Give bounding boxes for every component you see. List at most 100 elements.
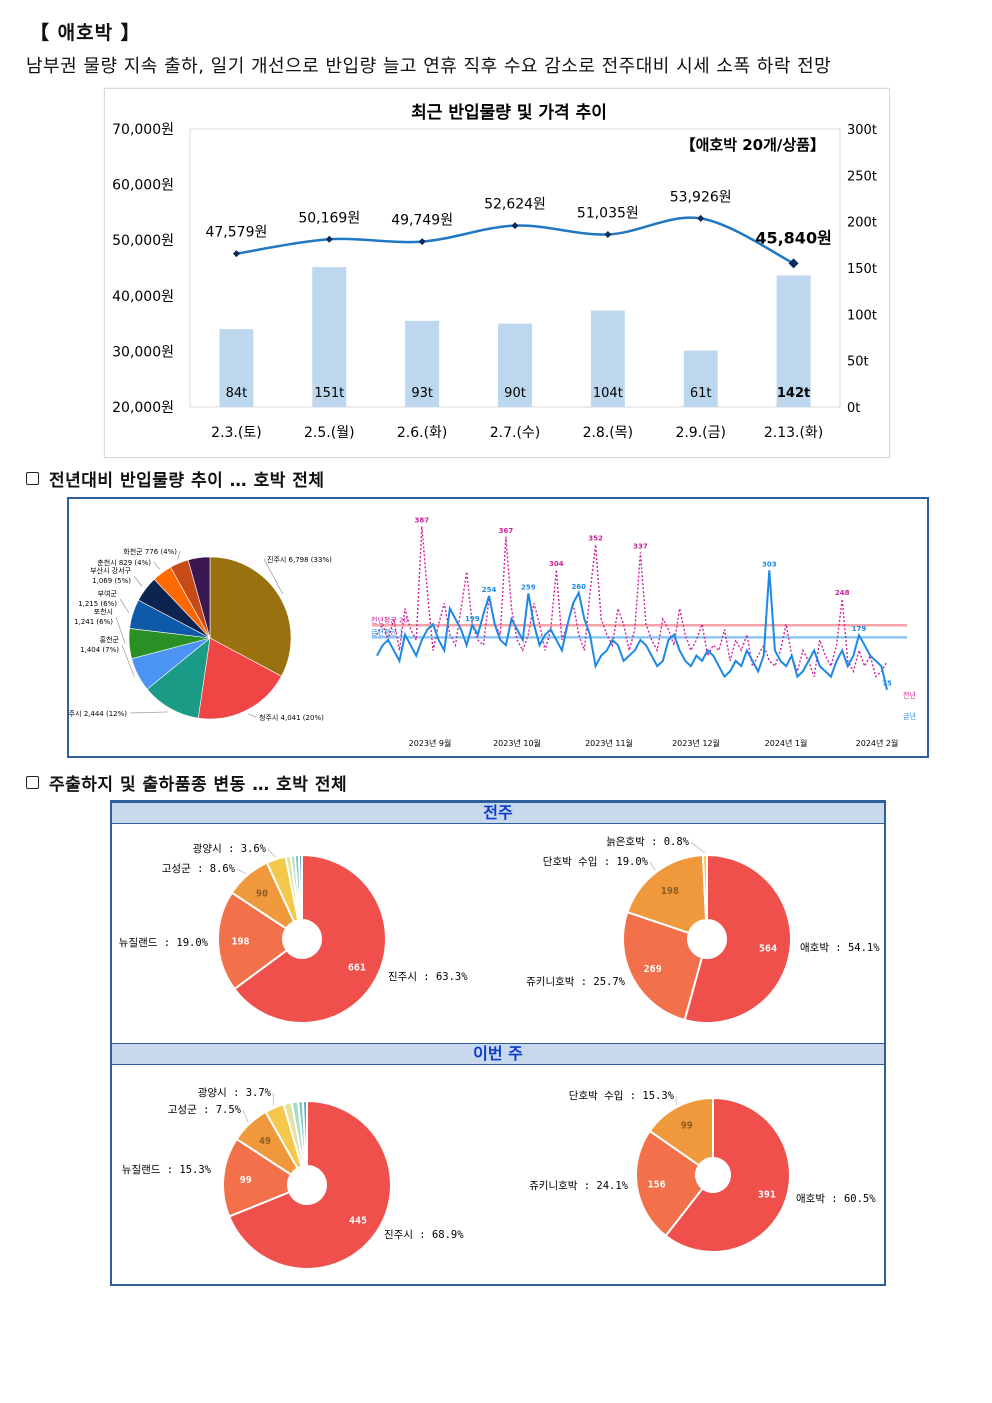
x-axis-label: 2023년 11월 — [585, 738, 633, 748]
donut-leader-line — [242, 1109, 249, 1123]
price-marker — [418, 238, 426, 246]
pie-leader-line — [121, 644, 135, 677]
band-this-week: 이번 주 — [112, 1043, 884, 1065]
x-axis-label: 2023년 9월 — [409, 738, 452, 748]
peak-label: 259 — [521, 583, 536, 591]
category-label: 2.7.(수) — [490, 425, 541, 441]
category-label: 2.13.(화) — [764, 425, 823, 441]
donut-slice — [701, 853, 708, 922]
donut-value-label: 564 — [759, 943, 777, 954]
donut-legend-label: 애호박 : 54.1% — [800, 942, 880, 954]
left-axis-tick: 40,000원 — [112, 289, 174, 305]
category-label: 2.5.(월) — [304, 425, 355, 441]
pie-slice — [187, 556, 211, 639]
donut-value-label: 269 — [644, 964, 662, 975]
donut-value-label: 198 — [661, 886, 679, 897]
donut-value-label: 661 — [348, 963, 366, 974]
left-axis-tick: 20,000원 — [112, 400, 174, 416]
donut-value-label: 90 — [256, 888, 268, 899]
donut-legend-label: 단호박 수입 : 15.3% — [569, 1089, 675, 1102]
band-last-week: 전주 — [112, 802, 884, 824]
donut-value-label: 445 — [349, 1215, 367, 1226]
price-marker — [325, 235, 333, 243]
pie-label-name: 부여군 — [98, 589, 118, 598]
donut-slice — [626, 854, 708, 935]
donut-leader-line — [649, 861, 656, 871]
donut-legend-label: 진주시 : 63.3% — [388, 971, 468, 983]
price-label: 52,624원 — [484, 197, 546, 213]
price-label: 49,749원 — [391, 213, 453, 229]
checkbox-icon — [26, 776, 39, 789]
volume-bar — [590, 310, 625, 407]
peak-label: 248 — [835, 589, 850, 597]
pie-leader-line — [129, 711, 169, 714]
donut-value-label: 198 — [231, 937, 249, 948]
right-axis-tick: 100t — [847, 308, 877, 323]
donut-legend-label: 뉴질랜드 : 15.3% — [122, 1164, 212, 1176]
peak-label: 254 — [482, 586, 497, 594]
donut-value-label: 99 — [240, 1175, 252, 1186]
pie-leader-line — [177, 550, 181, 560]
pie-label: 춘천시 829 (4%) — [97, 558, 151, 567]
donut-slice — [217, 891, 289, 991]
donut-slice — [233, 853, 387, 1024]
price-label: 50,169원 — [298, 210, 360, 226]
volume-label: 104t — [593, 386, 623, 401]
volume-label: 90t — [504, 386, 526, 401]
series-line — [376, 570, 888, 690]
pie-label: 화천군 776 (4%) — [123, 547, 177, 556]
donut-leader-line — [267, 848, 276, 858]
price-label: 53,926원 — [670, 189, 732, 205]
donut-slice — [297, 853, 303, 922]
price-marker — [697, 214, 705, 222]
price-marker — [232, 250, 240, 258]
price-label: 47,579원 — [205, 225, 267, 241]
volume-label: 151t — [314, 386, 344, 401]
x-axis-label: 2024년 1월 — [765, 738, 808, 748]
peak-label: 304 — [549, 560, 564, 568]
peak-label: 75 — [882, 680, 892, 688]
pie-label-name: 부산시 강서구 — [90, 566, 131, 575]
right-axis-tick: 50t — [847, 355, 869, 370]
peak-label: 337 — [633, 542, 648, 550]
series-name: 금년 — [903, 712, 916, 721]
pie-slice — [146, 637, 211, 719]
left-axis-tick: 30,000원 — [112, 344, 174, 360]
donut-legend-label: 광양시 : 3.7% — [198, 1087, 272, 1099]
right-axis-tick: 300t — [847, 123, 877, 138]
left-axis-tick: 50,000원 — [112, 233, 174, 249]
pie-label-name: 홍천군 — [100, 635, 120, 644]
donut-leader-line — [272, 1092, 275, 1106]
donut-legend-label: 고성군 : 7.5% — [168, 1104, 242, 1116]
donut-slice — [664, 1096, 791, 1253]
volume-bar — [776, 275, 811, 407]
donut-leader-line — [236, 868, 247, 875]
donut-value-label: 49 — [259, 1136, 271, 1147]
peak-label: 303 — [762, 560, 777, 568]
donut-legend-label: 진주시 : 68.9% — [384, 1229, 464, 1241]
section-heading-origin-variety: 주출하지 및 출하품종 변동 … 호박 전체 — [26, 770, 347, 795]
page-subtitle: 남부권 물량 지속 출하, 일기 개선으로 반입량 늘고 연휴 직후 수요 감소… — [26, 56, 832, 77]
right-axis-tick: 250t — [847, 169, 877, 184]
volume-bar — [683, 350, 718, 407]
donut-legend-label: 늙은호박 : 0.8% — [606, 836, 690, 848]
peak-label: 367 — [499, 527, 514, 535]
pie-leader-line — [133, 575, 143, 587]
donut-slice — [227, 1099, 392, 1270]
right-axis-tick: 150t — [847, 262, 877, 277]
series-name: 전년 — [903, 691, 916, 700]
volume-label: 142t — [777, 386, 810, 401]
price-volume-chart: 최근 반입물량 및 가격 추이 【애호박 20개/상품】 70,000원 60,000… — [104, 88, 890, 458]
price-label: 45,840원 — [755, 228, 831, 247]
pie-leader-line — [153, 561, 160, 570]
donut-legend-label: 고성군 : 8.6% — [162, 863, 236, 875]
right-axis-tick: 0t — [847, 401, 860, 416]
donut-legend-label: 쥬키니호박 : 25.7% — [526, 976, 626, 988]
pie-slice — [209, 556, 292, 677]
donut-value-label: 99 — [681, 1120, 693, 1131]
donut-slice — [301, 1099, 308, 1168]
price-marker — [788, 258, 799, 269]
right-axis-tick: 200t — [847, 216, 877, 231]
donut-leader-line — [690, 841, 706, 854]
checkbox-icon — [26, 472, 39, 485]
